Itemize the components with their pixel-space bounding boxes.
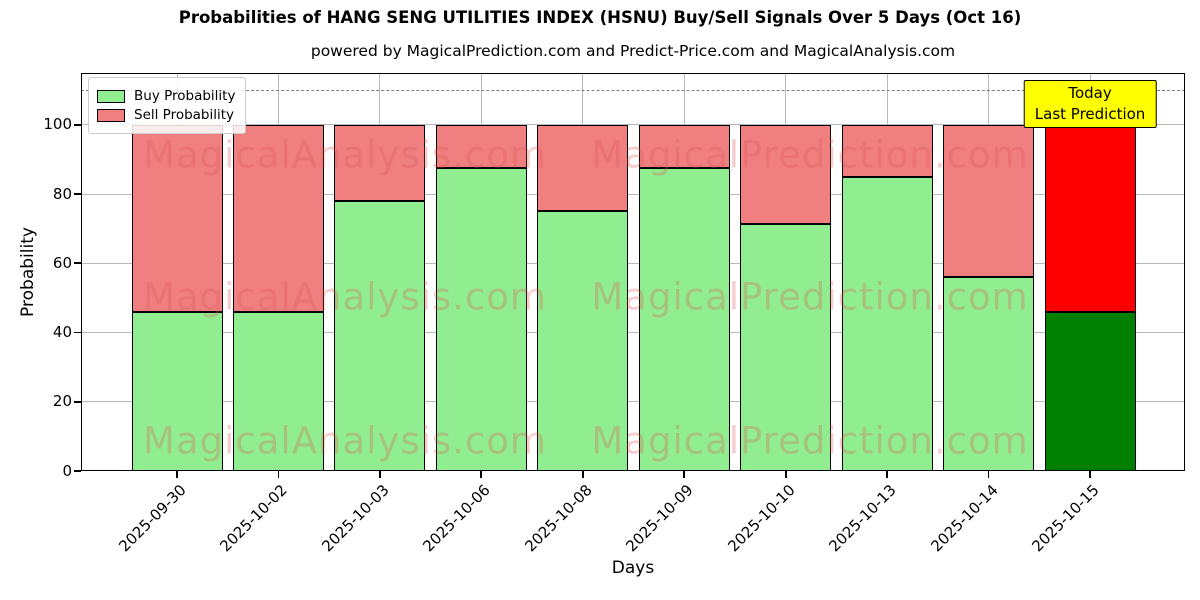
x-tick-mark: [886, 471, 889, 478]
y-tick-label: 40: [52, 323, 72, 342]
today-last-prediction-label: Today Last Prediction: [1023, 80, 1157, 128]
buy-legend-label: Buy Probability: [134, 88, 236, 104]
legend-row-sell: Sell Probability: [97, 107, 235, 123]
bar-sell-segment: [334, 124, 426, 202]
bar-sell-segment: [943, 124, 1035, 278]
y-tick-mark: [74, 262, 81, 265]
buy-swatch: [97, 89, 125, 103]
legend: Buy Probability Sell Probability: [88, 77, 247, 134]
x-tick-mark: [683, 471, 686, 478]
gridline-horizontal: [81, 262, 1185, 264]
gridline-horizontal: [81, 401, 1185, 403]
x-tick-mark: [277, 471, 280, 478]
x-tick-mark: [379, 471, 381, 478]
bar-buy-segment: [638, 168, 730, 471]
bar-sell-segment: [131, 124, 223, 312]
bar-buy-segment: [1044, 311, 1136, 471]
x-tick-mark: [480, 471, 483, 478]
bar-buy-segment: [740, 223, 832, 471]
bar-sell-segment: [537, 124, 629, 212]
y-tick-mark: [74, 193, 81, 196]
chart-title: Probabilities of HANG SENG UTILITIES IND…: [178, 8, 1022, 27]
today-label-line1: Today: [1068, 84, 1112, 102]
gridline-horizontal: [81, 332, 1185, 334]
x-tick-mark: [987, 471, 990, 478]
today-label-line2: Last Prediction: [1034, 105, 1146, 123]
chart-subtitle: powered by MagicalPrediction.com and Pre…: [310, 42, 956, 60]
bar-buy-segment: [232, 311, 324, 471]
sell-swatch: [97, 108, 125, 122]
y-tick-label: 100: [43, 115, 72, 134]
y-tick-label: 60: [52, 253, 72, 272]
plot-area: Buy Probability Sell Probability Today L…: [81, 73, 1185, 471]
legend-row-buy: Buy Probability: [97, 88, 235, 104]
x-tick-label: 2025-09-30: [115, 481, 190, 556]
y-tick-label: 80: [52, 184, 72, 203]
y-tick-mark: [74, 331, 81, 334]
x-tick-mark: [176, 471, 178, 478]
threshold-dashed-line: [81, 90, 1185, 92]
y-tick-mark: [74, 400, 81, 403]
x-tick-mark: [1089, 471, 1091, 478]
bar-buy-segment: [841, 176, 933, 471]
bar-sell-segment: [232, 124, 324, 312]
bar-sell-segment: [841, 124, 933, 177]
y-tick-mark: [74, 470, 81, 472]
sell-legend-label: Sell Probability: [134, 107, 235, 123]
bar-buy-segment: [537, 211, 629, 471]
bar-buy-segment: [435, 168, 527, 471]
y-tick-label: 20: [52, 392, 72, 411]
y-tick-mark: [74, 124, 81, 126]
bar-sell-segment: [638, 124, 730, 169]
bar-sell-segment: [740, 124, 832, 224]
y-axis-label: Probability: [18, 227, 38, 317]
bar-buy-segment: [943, 277, 1035, 471]
bar-buy-segment: [131, 311, 223, 471]
gridline-horizontal: [81, 124, 1185, 126]
bar-buy-segment: [334, 201, 426, 471]
x-axis-label: Days: [611, 558, 655, 578]
x-tick-mark: [784, 471, 787, 478]
bar-sell-segment: [1044, 124, 1136, 312]
x-tick-mark: [581, 471, 584, 478]
gridline-horizontal: [81, 193, 1185, 195]
bar-sell-segment: [435, 124, 527, 169]
y-tick-label: 0: [62, 461, 72, 480]
